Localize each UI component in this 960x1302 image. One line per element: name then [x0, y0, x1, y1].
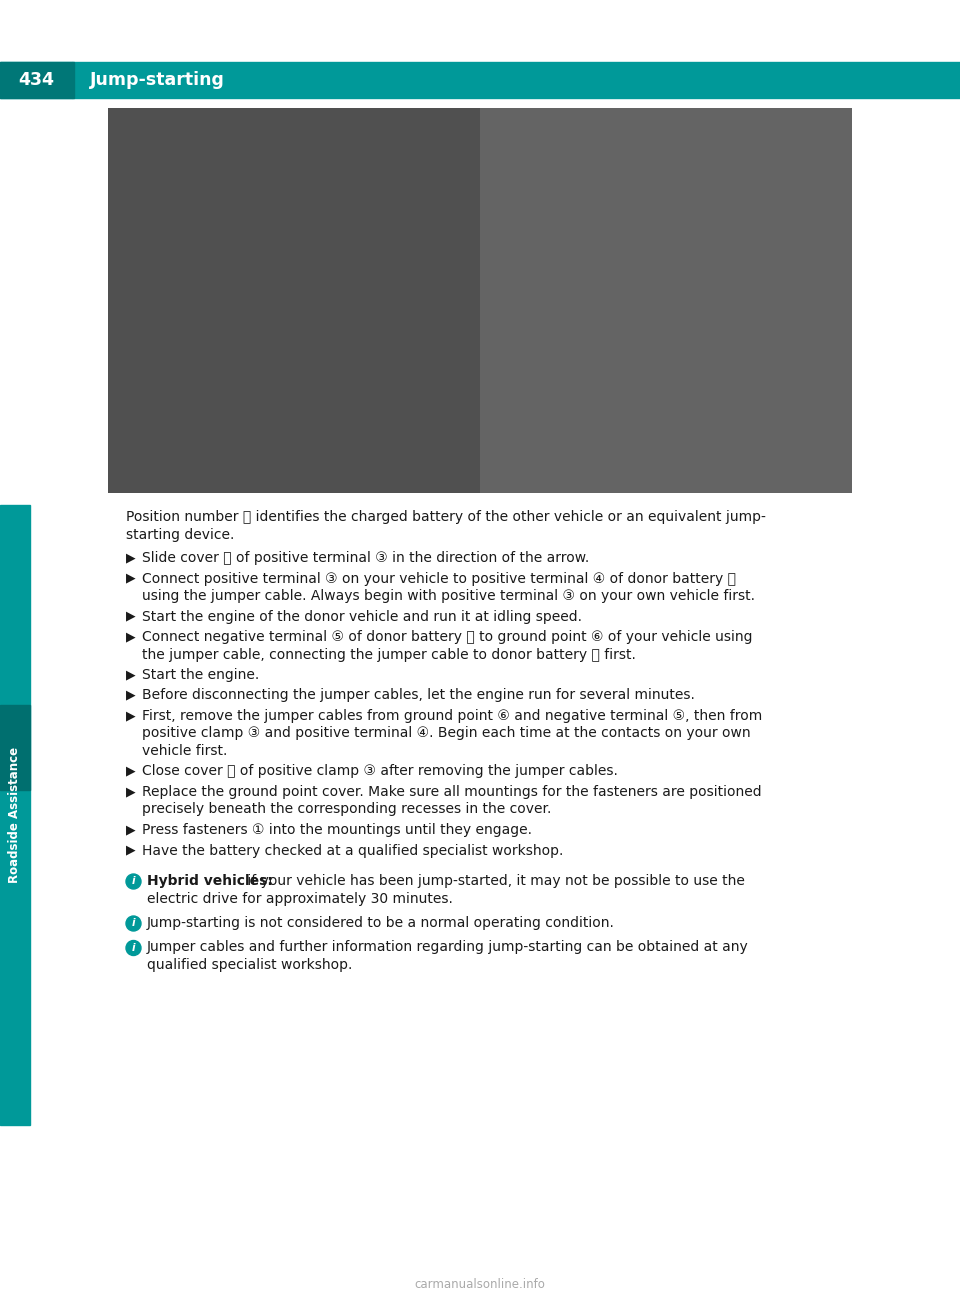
Circle shape — [126, 874, 141, 889]
Text: 434: 434 — [18, 72, 54, 89]
Bar — [0, 505, 30, 1125]
Text: i: i — [132, 876, 135, 887]
Text: Have the battery checked at a qualified specialist workshop.: Have the battery checked at a qualified … — [142, 844, 564, 858]
Text: positive clamp ③ and positive terminal ④. Begin each time at the contacts on you: positive clamp ③ and positive terminal ④… — [142, 727, 751, 741]
Bar — [0, 62, 960, 98]
Text: Position number ⓧ identifies the charged battery of the other vehicle or an equi: Position number ⓧ identifies the charged… — [126, 510, 766, 523]
Text: ▶: ▶ — [126, 689, 135, 702]
Text: using the jumper cable. Always begin with positive terminal ③ on your own vehicl: using the jumper cable. Always begin wit… — [142, 589, 755, 603]
Text: carmanualsonline.info: carmanualsonline.info — [415, 1279, 545, 1292]
Text: ▶: ▶ — [126, 764, 135, 777]
Text: if your vehicle has been jump-started, it may not be possible to use the: if your vehicle has been jump-started, i… — [243, 874, 745, 888]
Text: electric drive for approximately 30 minutes.: electric drive for approximately 30 minu… — [147, 892, 453, 905]
Text: ▶: ▶ — [126, 572, 135, 585]
Text: Jumper cables and further information regarding jump-starting can be obtained at: Jumper cables and further information re… — [147, 940, 749, 954]
Text: ▶: ▶ — [126, 844, 135, 857]
Text: the jumper cable, connecting the jumper cable to donor battery ⓧ first.: the jumper cable, connecting the jumper … — [142, 647, 636, 661]
Text: i: i — [132, 918, 135, 928]
Text: starting device.: starting device. — [126, 527, 234, 542]
Text: Connect positive terminal ③ on your vehicle to positive terminal ④ of donor batt: Connect positive terminal ③ on your vehi… — [142, 572, 736, 586]
Text: Start the engine.: Start the engine. — [142, 668, 259, 682]
Text: Press fasteners ① into the mountings until they engage.: Press fasteners ① into the mountings unt… — [142, 823, 532, 837]
Text: ▶: ▶ — [126, 668, 135, 681]
Bar — [0, 62, 72, 98]
Text: Start the engine of the donor vehicle and run it at idling speed.: Start the engine of the donor vehicle an… — [142, 609, 582, 624]
Text: i: i — [132, 943, 135, 953]
Bar — [0, 704, 30, 790]
Text: ▶: ▶ — [126, 823, 135, 836]
Text: ▶: ▶ — [126, 609, 135, 622]
Text: Roadside Assistance: Roadside Assistance — [9, 747, 21, 883]
Text: Before disconnecting the jumper cables, let the engine run for several minutes.: Before disconnecting the jumper cables, … — [142, 689, 695, 703]
Text: Connect negative terminal ⑤ of donor battery ⓧ to ground point ⑥ of your vehicle: Connect negative terminal ⑤ of donor bat… — [142, 630, 753, 644]
Text: First, remove the jumper cables from ground point ⑥ and negative terminal ⑤, the: First, remove the jumper cables from gro… — [142, 710, 762, 723]
Text: Close cover ⓦ of positive clamp ③ after removing the jumper cables.: Close cover ⓦ of positive clamp ③ after … — [142, 764, 618, 779]
Text: Jump-starting: Jump-starting — [90, 72, 225, 89]
Text: Hybrid vehicles:: Hybrid vehicles: — [147, 874, 273, 888]
Bar — [72, 62, 74, 98]
Text: Replace the ground point cover. Make sure all mountings for the fasteners are po: Replace the ground point cover. Make sur… — [142, 785, 761, 799]
Text: Slide cover ⓦ of positive terminal ③ in the direction of the arrow.: Slide cover ⓦ of positive terminal ③ in … — [142, 551, 589, 565]
Text: vehicle first.: vehicle first. — [142, 743, 228, 758]
Circle shape — [126, 940, 141, 956]
Text: ▶: ▶ — [126, 785, 135, 798]
Text: qualified specialist workshop.: qualified specialist workshop. — [147, 958, 352, 973]
Text: ▶: ▶ — [126, 710, 135, 723]
Circle shape — [126, 917, 141, 931]
Text: Jump-starting is not considered to be a normal operating condition.: Jump-starting is not considered to be a … — [147, 917, 614, 930]
Text: ▶: ▶ — [126, 630, 135, 643]
Text: precisely beneath the corresponding recesses in the cover.: precisely beneath the corresponding rece… — [142, 802, 551, 816]
Text: ▶: ▶ — [126, 551, 135, 564]
